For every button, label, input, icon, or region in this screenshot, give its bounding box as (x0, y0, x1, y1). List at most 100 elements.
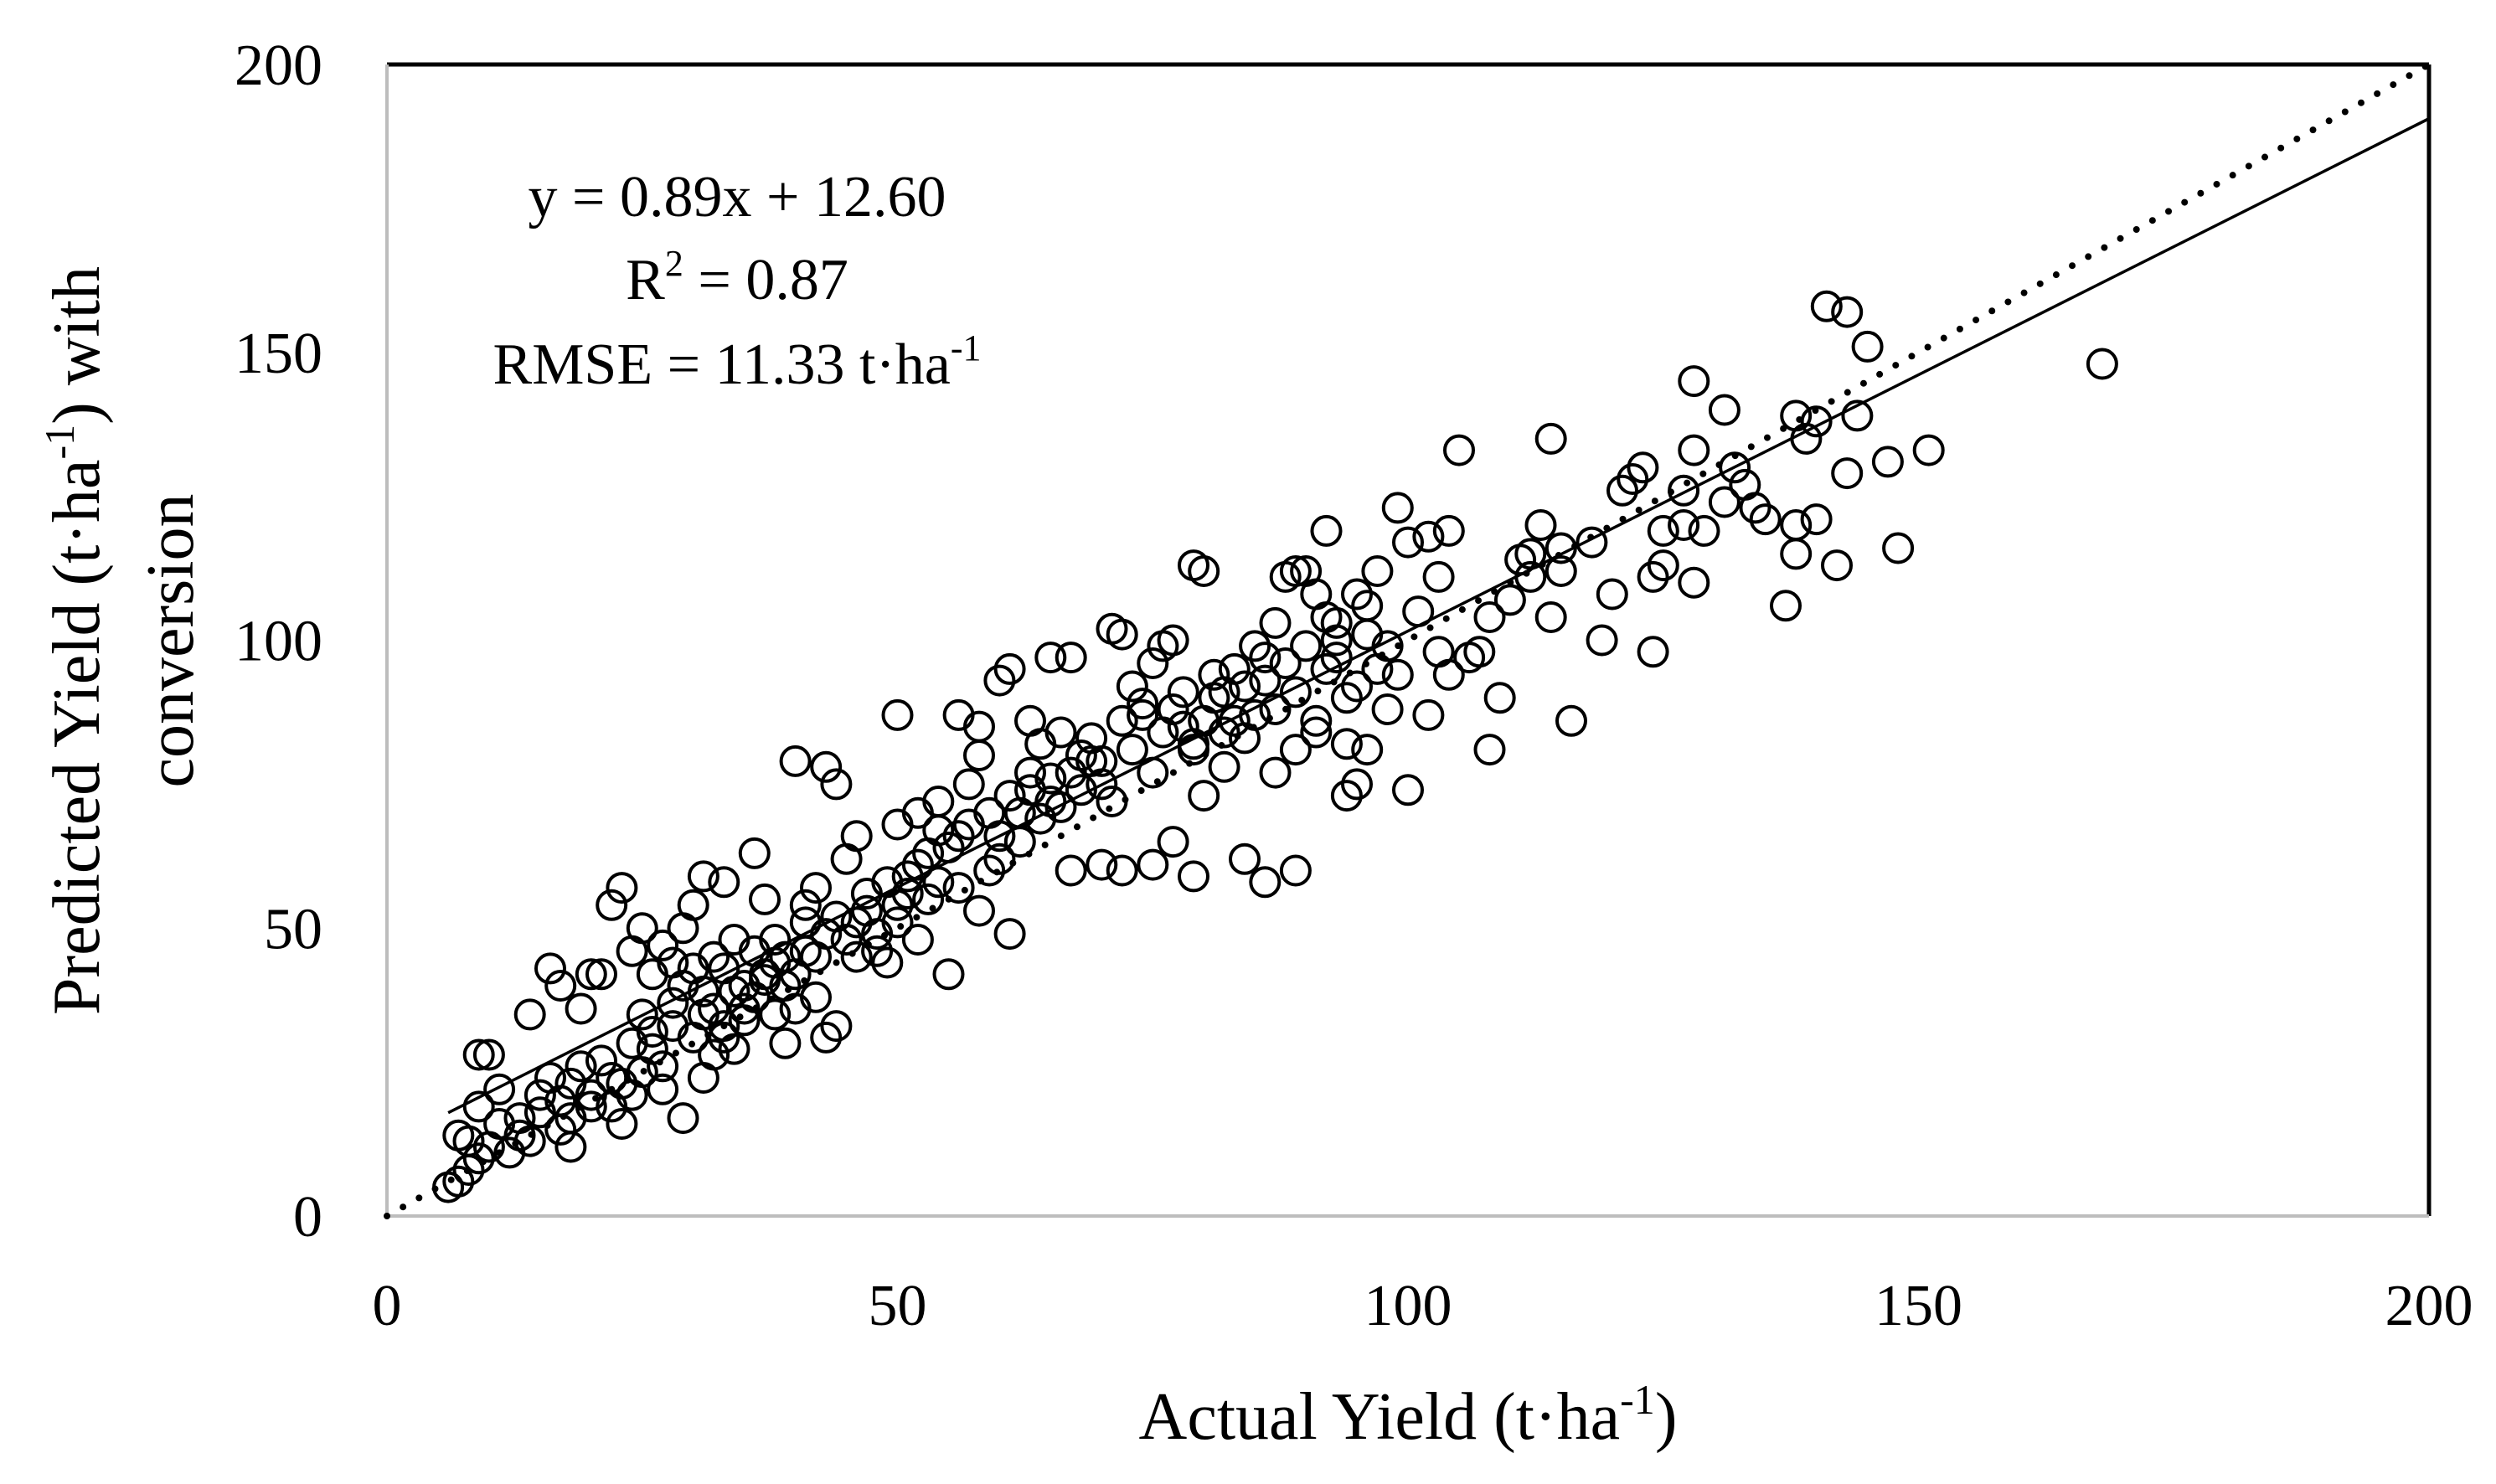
data-point (1310, 601, 1343, 633)
data-point (1800, 405, 1833, 438)
data-point (963, 894, 995, 927)
data-point (1086, 768, 1118, 801)
data-point (789, 889, 822, 921)
data-point (452, 1125, 485, 1157)
data-point (1106, 618, 1138, 651)
data-point (1575, 526, 1608, 559)
data-point (1841, 399, 1874, 432)
data-point (769, 1027, 802, 1059)
data-point (1198, 682, 1230, 714)
data-point (1290, 630, 1323, 662)
data-point (1300, 704, 1333, 737)
data-point (1239, 630, 1271, 662)
data-point (1034, 642, 1067, 674)
data-point (1341, 670, 1373, 703)
data-point (881, 698, 914, 731)
data-point (1137, 647, 1169, 679)
data-point (810, 918, 843, 951)
y-tick-label: 200 (235, 33, 322, 98)
data-point (1432, 658, 1465, 691)
data-point (698, 992, 730, 1025)
data-point (647, 1050, 679, 1083)
data-point (1310, 514, 1343, 547)
data-point (698, 1038, 730, 1071)
data-point (1586, 624, 1618, 657)
data-point (1014, 756, 1046, 789)
regression-line (447, 117, 2430, 1115)
data-point (687, 860, 719, 893)
data-point (575, 958, 607, 991)
data-point (973, 854, 1006, 887)
data-point (1208, 750, 1240, 783)
y-tick-labels: 0 50 100 150 200 (235, 33, 322, 1250)
data-point (534, 1062, 566, 1094)
data-point (1096, 786, 1128, 817)
data-point (718, 975, 750, 1007)
data-point (840, 820, 873, 853)
data-point (1249, 642, 1282, 674)
data-point (1034, 786, 1067, 817)
data-point (1259, 693, 1292, 725)
data-point (1279, 676, 1312, 709)
data-point (1014, 704, 1046, 737)
plot-frame (385, 62, 2432, 1218)
data-point (636, 1016, 668, 1048)
data-point (1473, 601, 1506, 633)
data-point (891, 878, 924, 909)
data-point (963, 739, 995, 771)
data-point (1678, 434, 1710, 466)
data-point (1606, 474, 1638, 507)
y-axis-title: Predicted Yield (t·ha-1) with conversion (36, 266, 208, 1015)
data-point (1127, 688, 1159, 720)
data-point (1810, 290, 1843, 322)
data-point (657, 987, 689, 1019)
data-point (1678, 365, 1710, 398)
x-axis-title: Actual Yield (t·ha-1) (1139, 1376, 1678, 1454)
data-point (636, 1033, 668, 1065)
data-point (1596, 578, 1628, 611)
data-point (596, 889, 628, 921)
data-point (677, 889, 709, 921)
data-point (1330, 682, 1363, 714)
data-point (1432, 514, 1465, 547)
data-point (606, 872, 638, 904)
data-point (1259, 756, 1292, 789)
x-tick-label: 200 (2385, 1274, 2473, 1338)
data-point (1647, 514, 1679, 547)
data-point (1106, 854, 1138, 887)
data-point (462, 1090, 495, 1123)
data-point (759, 998, 792, 1031)
data-point (1534, 422, 1567, 455)
data-point (901, 848, 934, 881)
data-point (993, 918, 1026, 951)
data-point (1279, 854, 1312, 887)
data-point (1688, 514, 1720, 547)
data-point (513, 998, 546, 1031)
data-point (647, 1073, 679, 1105)
data-point (1534, 601, 1567, 633)
data-point (667, 970, 699, 1002)
data-point (585, 1044, 617, 1077)
data-point (952, 808, 985, 841)
identity-line (384, 61, 2432, 1219)
data-point (565, 1050, 597, 1083)
data-point (820, 1010, 853, 1043)
data-point (901, 924, 934, 956)
data-point (1116, 670, 1148, 703)
data-point (1320, 642, 1353, 674)
data-point (871, 946, 904, 979)
data-point (881, 906, 914, 939)
data-point (1749, 503, 1782, 536)
data-point (1483, 682, 1516, 714)
data-point (1218, 652, 1251, 685)
data-point (1790, 422, 1823, 455)
data-point (738, 837, 771, 869)
data-point (1617, 463, 1649, 495)
data-point (523, 1096, 556, 1129)
regression-equation: y = 0.89x + 12.60 (529, 165, 946, 229)
r-squared: R2 = 0.87 (626, 243, 848, 312)
data-point (728, 1004, 761, 1037)
data-point (1065, 774, 1097, 806)
data-point (1371, 693, 1404, 725)
